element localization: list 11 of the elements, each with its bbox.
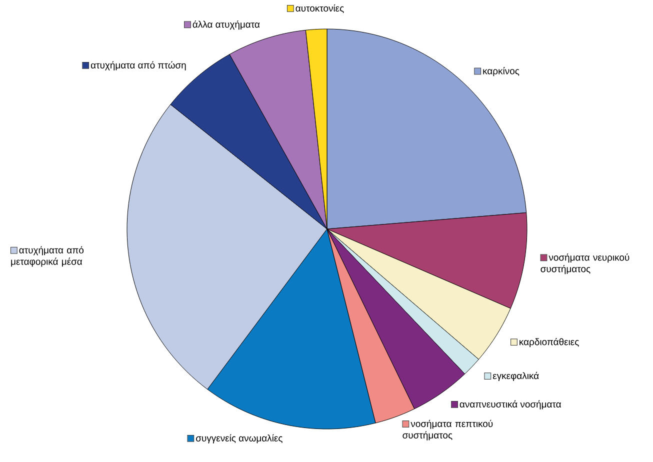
legend-label: συγγενείς ανωμαλίες: [196, 434, 282, 444]
legend-label: ατυχήματα από πτώση: [90, 61, 186, 70]
legend-label: ατυχήματα από μεταφορικά μέσα: [11, 246, 84, 267]
legend-label: εγκεφαλικά: [492, 372, 539, 382]
legend-label: νοσήματα πεπτικού συστήματος: [402, 420, 493, 440]
legend-label: αυτοκτονίες: [296, 4, 344, 14]
legend-label: καρκίνος: [483, 67, 520, 76]
legend-label: άλλα ατυχήματα: [192, 20, 260, 30]
legend-label: νοσήματα νευρικού συστήματος: [540, 254, 630, 274]
legend-label: αναπνευστικά νοσήματα: [460, 400, 562, 410]
legend-label: καρδιοπάθειες: [520, 338, 579, 348]
